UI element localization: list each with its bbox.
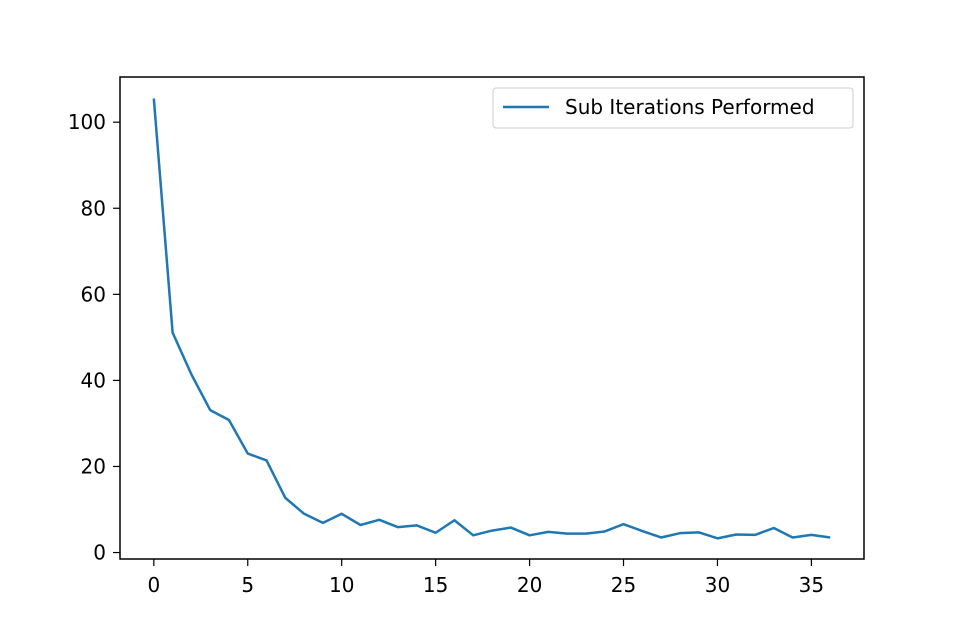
- x-tick-label: 30: [705, 573, 730, 597]
- x-tick-label: 5: [241, 573, 254, 597]
- legend-label: Sub Iterations Performed: [565, 95, 815, 119]
- axes-layer: 0 5 10 15 20 25 30 35 0 20 40 60 80 100: [68, 76, 865, 597]
- x-tick-label: 0: [147, 573, 160, 597]
- x-tick-label: 25: [611, 573, 636, 597]
- legend-box: [492, 87, 854, 129]
- y-tick-label: 0: [93, 541, 106, 565]
- y-tick-label: 80: [81, 196, 106, 220]
- y-tick-label: 100: [68, 110, 106, 134]
- y-tick-label: 40: [81, 368, 106, 392]
- plot-frame: [119, 76, 865, 560]
- y-tick-label: 60: [81, 282, 106, 306]
- x-tick-label: 35: [799, 573, 824, 597]
- series-layer: [152, 98, 831, 540]
- series-line-1: [152, 98, 831, 540]
- x-tick-label: 15: [423, 573, 448, 597]
- y-tick-label: 20: [81, 454, 106, 478]
- legend: Sub Iterations Performed: [492, 87, 854, 129]
- x-tick-label: 10: [329, 573, 354, 597]
- x-tick-label: 20: [517, 573, 542, 597]
